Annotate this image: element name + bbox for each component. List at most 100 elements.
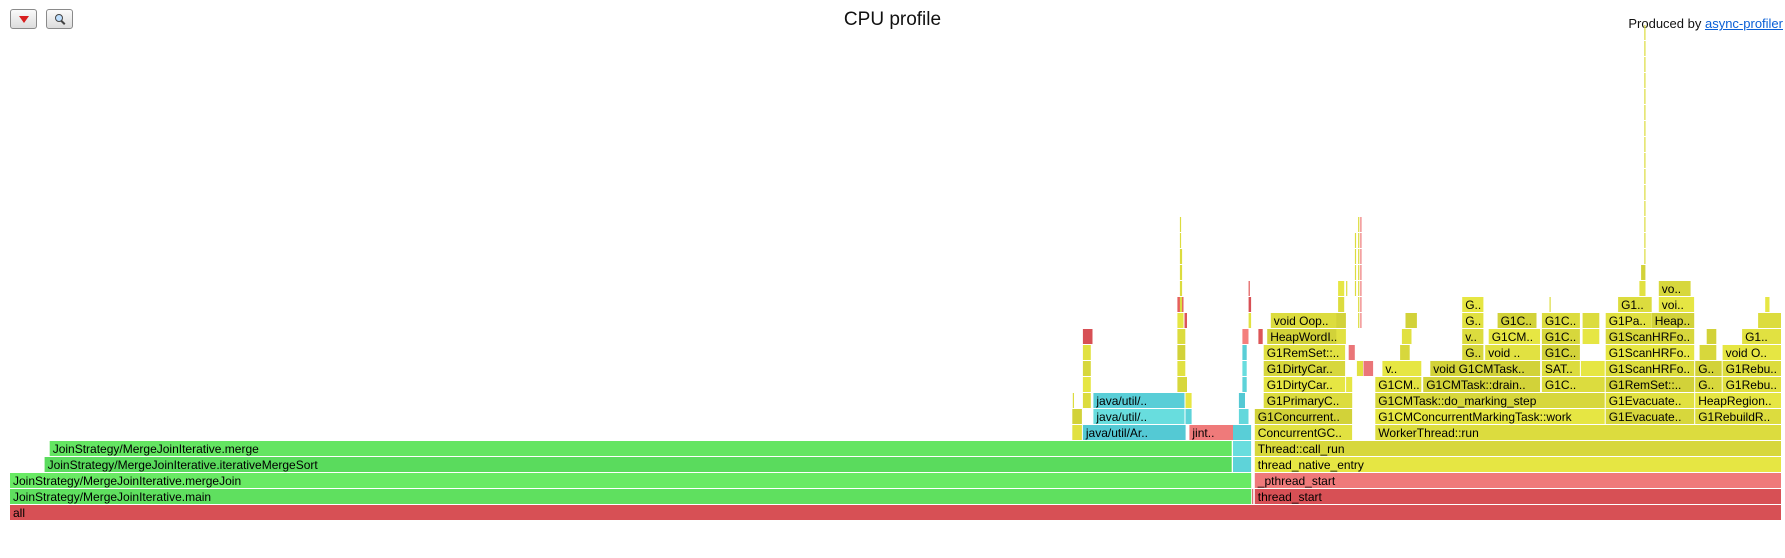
frame-rect[interactable] [1582,313,1600,328]
frame-rect[interactable] [1189,425,1236,440]
frame-sliver[interactable] [1180,281,1183,296]
frame-sliver[interactable] [1180,249,1183,264]
frame-unnamed[interactable] [1582,329,1600,344]
frame-unnamed[interactable] [1580,361,1605,376]
frame-g1c[interactable]: G1C.. [1541,345,1580,360]
frame-unnamed[interactable] [1082,329,1093,344]
frame-rect[interactable] [1082,329,1093,344]
frame-sliver[interactable] [1358,313,1360,328]
frame-rect[interactable] [10,489,1252,504]
frame-unnamed[interactable] [1242,361,1247,376]
frame-unnamed[interactable] [1248,297,1252,312]
frame-g1cm[interactable]: G1CM.. [1488,329,1540,344]
frame-rect[interactable] [1658,297,1695,312]
frame-rect[interactable] [1765,297,1770,312]
frame-rect[interactable] [1695,377,1722,392]
frame-rect[interactable] [1082,425,1186,440]
frame-rect[interactable] [1658,281,1691,296]
frame-sliver[interactable] [1358,249,1360,264]
frame-rect[interactable] [1605,313,1652,328]
frame-unnamed[interactable] [1177,345,1186,360]
frame-rect[interactable] [1248,313,1252,328]
frame-sliver[interactable] [1644,169,1646,184]
frame-unnamed[interactable] [1177,377,1187,392]
frame-v[interactable]: v.. [1382,361,1422,376]
frame-g1rebu[interactable]: G1Rebu.. [1722,361,1781,376]
frame-rect[interactable] [1695,393,1781,408]
frame-unnamed[interactable] [1238,409,1249,424]
frame-v[interactable]: v.. [1462,329,1484,344]
frame-rect[interactable] [1580,361,1605,376]
frame-sliver[interactable] [1644,73,1646,88]
frame-rect[interactable] [1184,313,1188,328]
frame-sliver[interactable] [1644,217,1646,232]
frame-rect[interactable] [1605,329,1695,344]
frame-rect[interactable] [1254,473,1781,488]
reverse-button[interactable] [10,9,37,29]
frame-unnamed[interactable] [1336,329,1346,344]
frame-rect[interactable] [1605,409,1695,424]
frame-rect[interactable] [1695,361,1722,376]
frame-unnamed[interactable] [1233,457,1252,472]
frame-rect[interactable] [1093,409,1185,424]
frame-rect[interactable] [1605,345,1695,360]
frame-rect[interactable] [1336,329,1346,344]
frame-unnamed[interactable] [1258,329,1263,344]
frame-sliver[interactable] [1644,185,1646,200]
frame-rect[interactable] [1242,377,1247,392]
frame-rect[interactable] [1238,393,1245,408]
frame-rect[interactable] [1541,345,1580,360]
frame-rect[interactable] [1242,361,1247,376]
frame-rect[interactable] [1185,409,1192,424]
frame-rect[interactable] [1242,345,1247,360]
frame-unnamed[interactable] [1758,313,1781,328]
frame-sliver[interactable] [1360,265,1362,280]
frame-rect[interactable] [1722,377,1781,392]
frame-joinstrategy-mergejoiniterative-iterativemergesort[interactable]: JoinStrategy/MergeJoinIterative.iterativ… [44,457,1232,472]
frame-sliver[interactable] [1360,313,1362,328]
frame-rect[interactable] [1382,361,1422,376]
frame-rect[interactable] [1423,377,1540,392]
frame-rect[interactable] [1485,345,1540,360]
frame-sliver[interactable] [1180,297,1183,312]
frame-g1remset[interactable]: G1RemSet::.. [1263,345,1346,360]
frame-rect[interactable] [1541,313,1580,328]
frame-rect[interactable] [1706,329,1717,344]
frame-unnamed[interactable] [1400,345,1410,360]
frame-rect[interactable] [1177,329,1186,344]
frame-sliver[interactable] [1644,249,1646,264]
frame-void-o[interactable]: void O.. [1722,345,1781,360]
frame-sliver[interactable] [1072,393,1074,408]
frame-unnamed[interactable] [1356,361,1363,376]
frame-sat[interactable]: SAT.. [1541,361,1580,376]
frame-g1c[interactable]: G1C.. [1541,313,1580,328]
frame-sliver[interactable] [1644,89,1646,104]
frame-sliver[interactable] [1360,233,1362,248]
frame-rect[interactable] [1488,329,1540,344]
frame-sliver[interactable] [1358,265,1360,280]
async-profiler-link[interactable]: async-profiler [1704,16,1783,31]
frame-g1dirtycar[interactable]: G1DirtyCar.. [1263,377,1346,392]
frame-unnamed[interactable] [1082,361,1091,376]
frame-pthread-start[interactable]: _pthread_start [1254,473,1781,488]
frame-unnamed[interactable] [1639,281,1646,296]
frame-unnamed[interactable] [1177,329,1186,344]
frame-sliver[interactable] [1248,281,1250,296]
frame-sliver[interactable] [1644,201,1646,216]
frame-heapwordi[interactable]: HeapWordI.. [1267,329,1346,344]
frame-g1c[interactable]: G1C.. [1497,313,1537,328]
frame-rect[interactable] [1375,409,1605,424]
frame-rect[interactable] [1605,393,1695,408]
frame-sliver[interactable] [1354,233,1357,248]
frame-unnamed[interactable] [1641,265,1646,280]
frame-rect[interactable] [1233,425,1252,440]
frame-rect[interactable] [1605,377,1695,392]
frame-rect[interactable] [1639,281,1646,296]
frame-unnamed[interactable] [1248,313,1252,328]
search-button[interactable] [46,9,73,29]
frame-rect[interactable] [1082,393,1091,408]
frame-g[interactable]: G.. [1695,377,1722,392]
frame-unnamed[interactable] [1765,297,1770,312]
frame-unnamed[interactable] [1336,313,1346,328]
frame-sliver[interactable] [1354,265,1357,280]
